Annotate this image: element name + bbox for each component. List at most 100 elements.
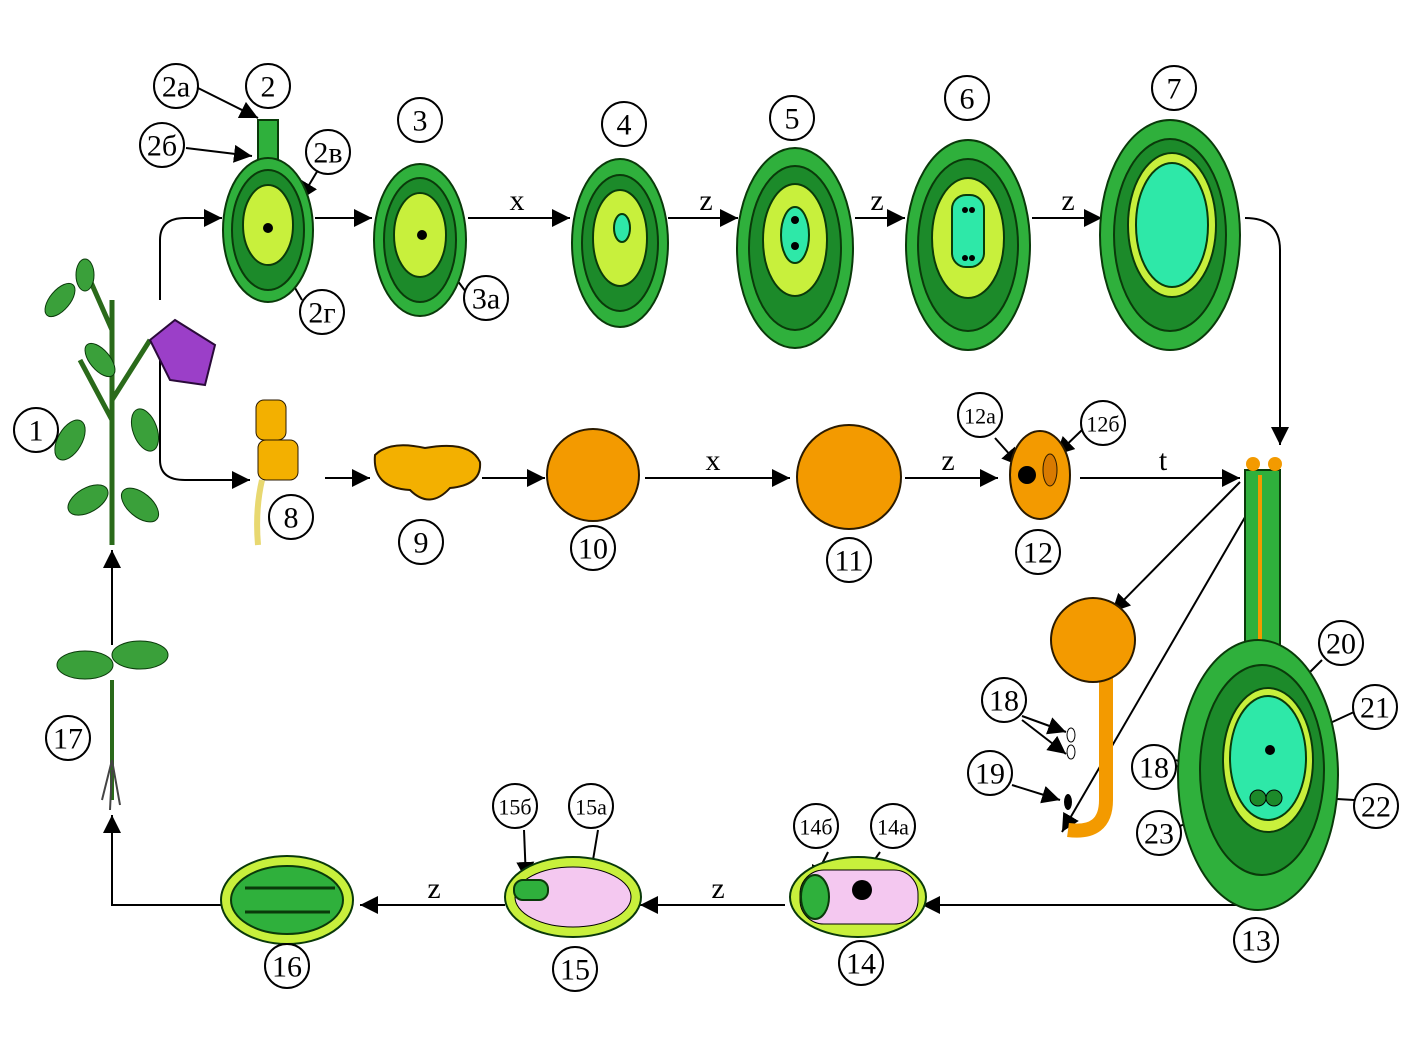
- label: 20: [1326, 628, 1356, 661]
- label-circle: [838, 940, 884, 986]
- label: 2г: [308, 297, 335, 330]
- label-circle: [492, 783, 538, 829]
- pistil-part: [1067, 660, 1113, 838]
- arrows-part: [159, 360, 250, 489]
- pollen-development-part: [257, 439, 299, 481]
- arrow-label: z: [941, 444, 954, 477]
- label-circle: [1233, 917, 1279, 963]
- label-circle: [870, 803, 916, 849]
- arrow-label: x: [510, 184, 525, 217]
- plant-part: [84, 342, 116, 378]
- pistil-part: [1066, 744, 1076, 760]
- label-circle: [769, 95, 815, 141]
- arrows-part: [1061, 499, 1256, 833]
- label: 13: [1241, 925, 1271, 958]
- ovules-part: [791, 216, 799, 224]
- seeds-part: [800, 874, 830, 920]
- plant-part: [44, 282, 76, 318]
- pollen-development-part: [796, 424, 902, 530]
- label: 11: [835, 545, 864, 578]
- ovules-part: [962, 207, 968, 213]
- label: 21: [1360, 692, 1390, 725]
- label-circle: [153, 63, 199, 109]
- label-circle: [568, 783, 614, 829]
- label-circle: [1136, 810, 1182, 856]
- label-circle: [967, 750, 1013, 796]
- label: 18: [1139, 752, 1169, 785]
- label: 10: [578, 533, 608, 566]
- plant-part: [120, 487, 160, 523]
- label-circle: [139, 122, 185, 168]
- label-circle: [826, 537, 872, 583]
- label-circle: [398, 519, 444, 565]
- label-circle: [1131, 744, 1177, 790]
- plant-part: [54, 419, 86, 461]
- label-circle: [1151, 65, 1197, 111]
- label-circle: [268, 494, 314, 540]
- label: 14а: [877, 815, 909, 840]
- label-circle: [1015, 529, 1061, 575]
- pistil-part: [1268, 457, 1282, 471]
- ovules-part: [969, 255, 975, 261]
- arrows-part: [185, 144, 253, 163]
- label: 1: [29, 415, 44, 448]
- label-circle: [552, 946, 598, 992]
- label: 9: [414, 527, 429, 560]
- seeds-part: [513, 879, 549, 901]
- pistil-part: [1246, 457, 1260, 471]
- arrows-part: [1021, 715, 1067, 735]
- seeds: [220, 855, 927, 945]
- label: 12б: [1086, 412, 1119, 437]
- label: 16: [272, 951, 302, 984]
- seeds-part: [852, 880, 872, 900]
- pistil-part: [1229, 695, 1307, 821]
- ovules-part: [1135, 162, 1209, 288]
- ovules-part: [791, 242, 799, 250]
- plant-part: [130, 408, 160, 452]
- arrow-label: z: [427, 872, 440, 905]
- ovules-part: [613, 213, 631, 243]
- pollen-development-part: [1018, 466, 1036, 484]
- arrows-part: [1011, 784, 1061, 804]
- ovules-part: [780, 206, 810, 264]
- label-circle: [463, 275, 509, 321]
- label-circle: [793, 803, 839, 849]
- ovules-part: [263, 223, 273, 233]
- label-circle: [981, 677, 1027, 723]
- plant-part: [77, 278, 153, 545]
- arrows-part: [159, 209, 222, 300]
- label: 15: [560, 954, 590, 987]
- pistil-part: [1066, 727, 1076, 743]
- arrows-part: [1244, 217, 1289, 445]
- arrow-label: z: [711, 872, 724, 905]
- label: 3а: [472, 283, 500, 316]
- seeds-part: [245, 886, 335, 914]
- label-circle: [1080, 400, 1126, 446]
- label: 17: [53, 723, 83, 756]
- arrow-labels: x z z z x z t z z: [427, 184, 1167, 905]
- label: 7: [1167, 73, 1182, 106]
- label-circle: [245, 63, 291, 109]
- label-circle: [1353, 783, 1399, 829]
- arrows-part: [103, 815, 222, 906]
- pollen-development-part: [1009, 430, 1071, 520]
- ovules: [222, 119, 1241, 351]
- pistil: [1050, 457, 1339, 911]
- arrow-label: z: [870, 184, 883, 217]
- label: 2б: [147, 130, 177, 163]
- plant: [44, 258, 217, 545]
- label: 15б: [498, 795, 531, 820]
- arrows-part: [1111, 481, 1241, 613]
- arrow-label: x: [706, 444, 721, 477]
- seedling: [56, 640, 169, 811]
- ovules-part: [962, 255, 968, 261]
- plant-part: [67, 484, 109, 516]
- label: 18: [989, 685, 1019, 718]
- pistil-part: [1064, 794, 1072, 810]
- label-circle: [13, 407, 59, 453]
- pollen-development-part: [546, 428, 640, 522]
- pollen-development-part: [255, 399, 287, 441]
- seeds-part: [230, 865, 344, 935]
- label: 23: [1144, 818, 1174, 851]
